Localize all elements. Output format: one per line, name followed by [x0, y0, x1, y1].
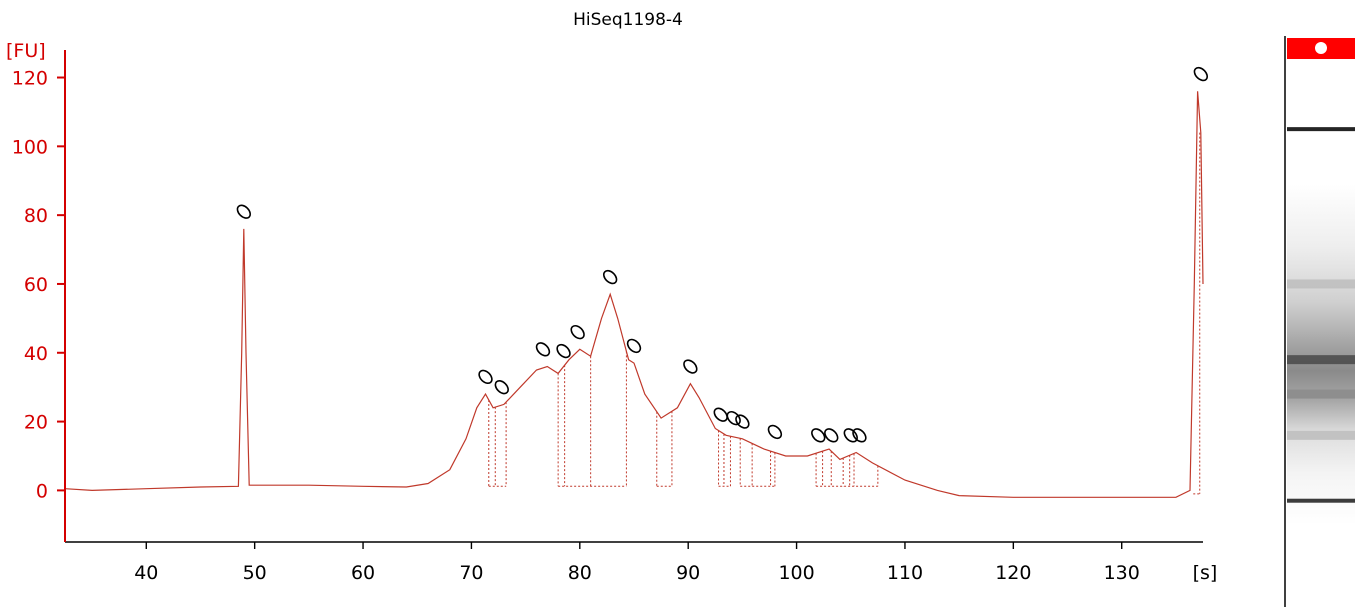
chart-title: HiSeq1198-4: [573, 10, 683, 30]
gel-marker-dot-icon: [1315, 42, 1327, 54]
peak-marker-icon: [767, 424, 783, 440]
peak-marker-icon: [683, 359, 698, 374]
x-axis-label: [s]: [1193, 562, 1218, 584]
y-tick-label: 20: [24, 412, 48, 434]
plot-area: [64, 66, 1209, 498]
x-tick-label: 90: [676, 562, 700, 584]
peak-marker-icon: [570, 324, 585, 340]
gel-band: [1287, 127, 1355, 132]
peak-marker-icon: [556, 343, 571, 359]
peak-marker-icon: [494, 380, 509, 395]
gel-band: [1287, 355, 1355, 365]
peak-marker-icon: [602, 269, 618, 285]
peak-marker-icon: [726, 410, 741, 426]
gel-band: [1287, 498, 1355, 503]
y-tick-label: 100: [12, 136, 48, 158]
x-tick-label: 80: [568, 562, 592, 584]
peak-marker-icon: [236, 204, 252, 219]
y-tick-label: 80: [24, 205, 48, 227]
x-tick-label: 50: [243, 562, 267, 584]
peak-marker-icon: [843, 428, 858, 443]
peak-marker-icon: [735, 414, 750, 429]
peak-marker-icon: [626, 338, 642, 354]
gel-band: [1287, 430, 1355, 440]
peak-marker-icon: [824, 428, 839, 443]
peak-marker-icon: [811, 428, 826, 443]
gel-lane-background: [1287, 60, 1355, 577]
gel-band: [1287, 389, 1355, 399]
x-tick-label: 110: [887, 562, 923, 584]
peak-marker-icon: [535, 342, 551, 357]
y-tick-label: 40: [24, 343, 48, 365]
gel-lane: [1284, 36, 1355, 607]
x-axis: 40 50 60 70 80 90 100 110 120 130: [65, 541, 1203, 584]
y-axis: 0 20 40 60 80 100 120: [12, 50, 66, 542]
x-tick-label: 40: [134, 562, 158, 584]
gel-band: [1287, 279, 1355, 289]
peak-marker-icon: [852, 428, 867, 443]
x-tick-label: 100: [778, 562, 814, 584]
peak-marker-icon: [1193, 66, 1209, 82]
x-tick-label: 120: [995, 562, 1031, 584]
y-tick-label: 60: [24, 274, 48, 296]
trace-line: [64, 91, 1204, 498]
x-tick-label: 60: [351, 562, 375, 584]
y-tick-label: 0: [36, 480, 48, 502]
x-tick-label: 70: [459, 562, 483, 584]
peak-marker-icon: [478, 369, 493, 385]
y-tick-label: 120: [12, 68, 48, 90]
x-tick-label: 130: [1104, 562, 1140, 584]
y-axis-label: [FU]: [6, 40, 46, 62]
peak-marker-icon: [713, 407, 728, 422]
